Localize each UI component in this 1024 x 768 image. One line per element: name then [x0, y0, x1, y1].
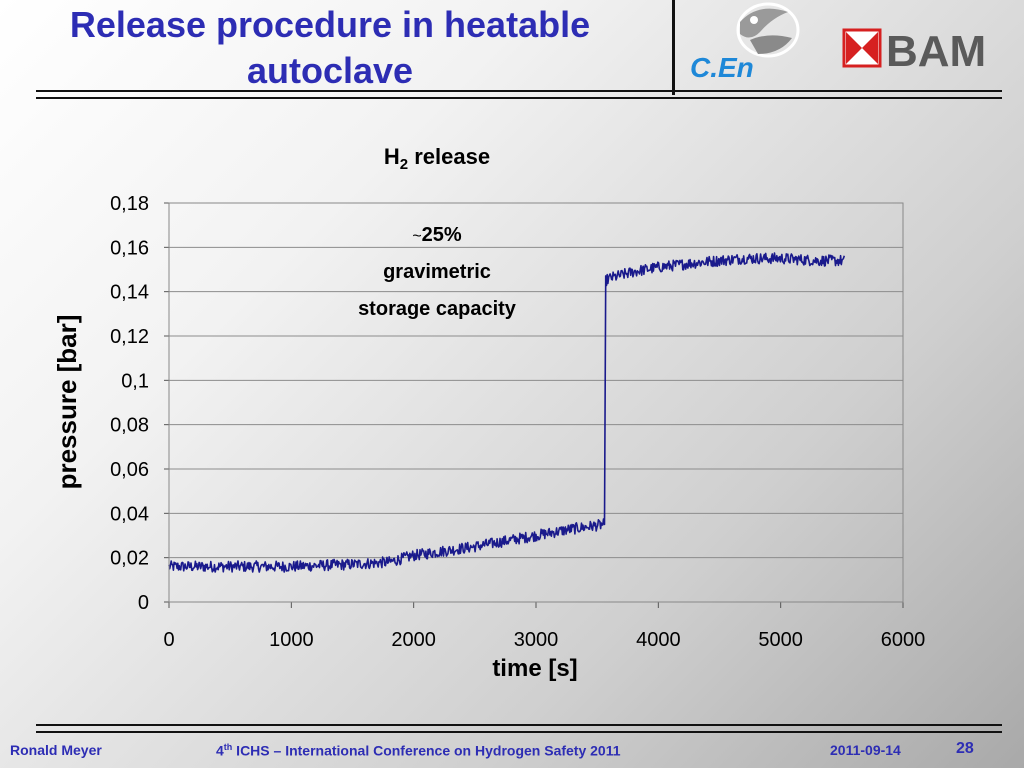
slide-title-line2: autoclave — [246, 50, 414, 91]
footer-conf-rest: ICHS – International Conference on Hydro… — [232, 742, 621, 759]
chart-title-rest: release — [408, 144, 490, 169]
bam-logo-text: BAM — [886, 27, 986, 70]
cen-logo-text: C.En — [690, 52, 754, 83]
x-tick-label: 0 — [163, 629, 174, 651]
y-tick-label: 0,16 — [110, 237, 149, 259]
x-tick-label: 6000 — [881, 629, 926, 651]
footer-rule — [36, 724, 1002, 733]
annotation-line3: storage capacity — [358, 298, 517, 320]
footer-conference: 4th ICHS – International Conference on H… — [216, 742, 621, 759]
chart-title-sub: 2 — [400, 156, 408, 173]
y-tick-label: 0,04 — [110, 503, 149, 525]
header-divider — [672, 0, 675, 95]
annotation-percent: ~25% — [412, 224, 462, 246]
y-tick-label: 0,12 — [110, 326, 149, 348]
x-axis-label: time [s] — [492, 655, 577, 682]
bam-logo-icon: BAM — [842, 27, 986, 70]
cen-logo-icon — [736, 2, 800, 58]
chart-title: H2 release — [384, 144, 490, 173]
footer-page-number: 28 — [956, 740, 974, 757]
y-tick-label: 0,14 — [110, 282, 149, 304]
plot-area — [168, 202, 904, 603]
annotation-line2: gravimetric — [383, 261, 491, 283]
x-tick-label: 4000 — [636, 629, 681, 651]
annotation-tilde: ~ — [412, 228, 421, 245]
y-axis-label: pressure [bar] — [52, 315, 82, 490]
slide-title: Release procedure in heatable autoclave — [10, 2, 650, 94]
x-tick-label: 3000 — [514, 629, 559, 651]
chart-title-main: H — [384, 144, 400, 169]
footer-author: Ronald Meyer — [10, 742, 102, 758]
y-tick-label: 0,08 — [110, 415, 149, 437]
footer-date: 2011-09-14 — [830, 742, 901, 758]
annotation-percent-value: 25% — [422, 224, 462, 246]
x-tick-label: 2000 — [391, 629, 436, 651]
slide-title-line1: Release procedure in heatable — [69, 4, 591, 45]
footer-conf-sup: th — [223, 742, 233, 752]
h2-release-chart: 0 0,02 0,04 0,06 0,08 0,1 0,12 0,14 0,16 0,18 0 10… — [52, 144, 926, 682]
y-tick-label: 0,02 — [110, 548, 149, 570]
header-rule — [36, 90, 1002, 99]
footer-conf-prefix: 4 — [216, 742, 224, 759]
y-tick-label: 0,06 — [110, 459, 149, 481]
pressure-series-line — [168, 252, 846, 573]
y-tick-label: 0,1 — [121, 370, 149, 392]
y-tick-label: 0,18 — [110, 193, 149, 215]
x-tick-label: 5000 — [758, 629, 803, 651]
x-tick-label: 1000 — [269, 629, 314, 651]
y-tick-label: 0 — [138, 592, 149, 614]
